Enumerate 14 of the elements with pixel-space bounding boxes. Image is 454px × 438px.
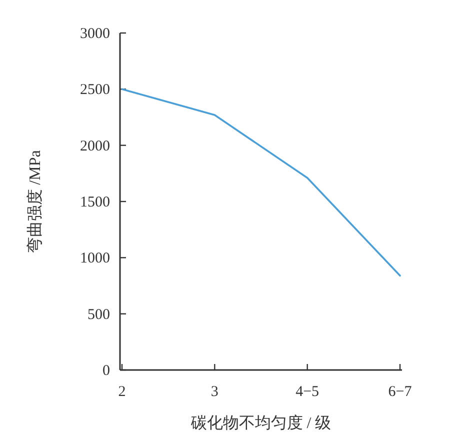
x-axis-title: 碳化物不均匀度 / 级 — [190, 414, 332, 432]
x-tick-label: 4−5 — [296, 384, 320, 400]
y-tick-label: 2500 — [80, 82, 110, 98]
y-tick-label: 0 — [102, 363, 110, 379]
y-tick-label: 1000 — [80, 250, 110, 267]
y-axis-title: 弯曲强度 /MPa — [26, 150, 44, 253]
y-tick-label: 1500 — [80, 194, 110, 210]
y-tick-label: 3000 — [80, 26, 110, 42]
x-tick-label: 6−7 — [388, 384, 412, 400]
x-tick-label: 3 — [210, 384, 218, 400]
y-tick-label: 2000 — [80, 138, 110, 154]
x-tick-label: 2 — [118, 384, 126, 400]
line-series — [121, 88, 401, 277]
y-tick-label: 500 — [88, 306, 110, 323]
